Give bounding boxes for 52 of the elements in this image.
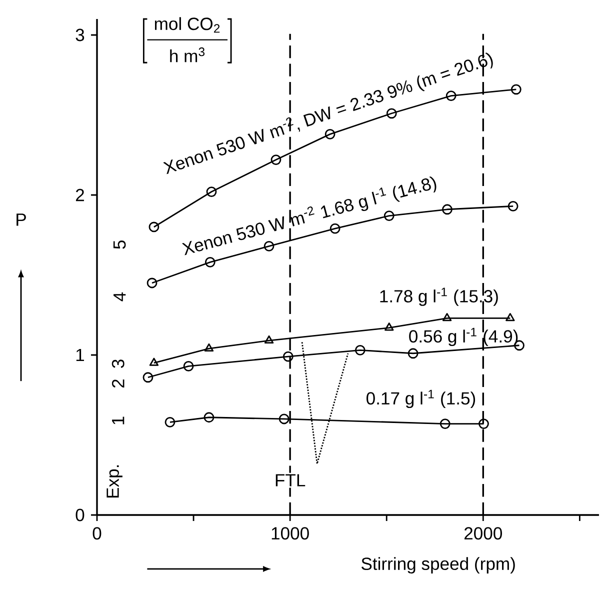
annotation: 5 xyxy=(113,240,126,249)
annotation: 3 xyxy=(112,360,124,368)
point xyxy=(183,360,194,372)
annotation: h m$^{3}$ xyxy=(170,47,205,62)
point xyxy=(446,90,456,101)
point xyxy=(384,322,394,331)
point xyxy=(442,312,452,322)
x-tick-label: 2000 xyxy=(464,527,502,540)
point xyxy=(278,414,290,424)
x-axis-title: Stirring speed (rpm) xyxy=(362,557,515,574)
point xyxy=(324,128,336,140)
y-tick-label: 3 xyxy=(76,28,84,42)
annotation: 2 xyxy=(112,380,124,388)
x-tick-label: 1000 xyxy=(272,527,309,540)
point xyxy=(146,278,158,288)
point xyxy=(264,335,274,344)
annotation: 1 xyxy=(112,416,124,424)
point xyxy=(164,416,176,428)
y-tick-label: 2 xyxy=(76,188,84,202)
point xyxy=(142,372,154,383)
point xyxy=(506,312,515,322)
annotation: 4 xyxy=(114,292,126,302)
point xyxy=(510,84,522,95)
point xyxy=(354,344,366,356)
point xyxy=(206,186,217,197)
series-label: 0.56 g l$^{-1}$ (4.9) xyxy=(409,328,518,346)
point xyxy=(264,240,274,252)
text: Xenon 530 W m$^{-2}$ 1.68 g l$^{-1}$ (14.8) xyxy=(182,176,436,256)
annotation: Exp. xyxy=(106,465,122,498)
x-tick-label: 0 xyxy=(92,527,102,540)
point xyxy=(442,204,452,215)
point xyxy=(440,418,450,429)
point xyxy=(330,223,340,234)
y-axis-title: P xyxy=(16,214,26,226)
point xyxy=(508,200,518,212)
y-tick-label: 0 xyxy=(76,508,84,522)
annotation: mol CO$_{2}$ xyxy=(154,17,220,33)
point xyxy=(386,108,397,119)
point xyxy=(148,222,160,232)
point xyxy=(478,418,489,429)
point xyxy=(204,256,216,268)
point xyxy=(282,351,294,362)
point xyxy=(204,412,214,423)
point xyxy=(408,348,418,359)
point xyxy=(270,154,282,165)
y-tick-label: 1 xyxy=(76,348,84,362)
point xyxy=(149,358,159,366)
ref-line-label: FTL xyxy=(276,474,306,486)
series-label: 1.78 g l$^{-1}$ (15.3) xyxy=(380,288,498,306)
point xyxy=(384,210,394,221)
point xyxy=(204,343,214,352)
series-label: 0.17 g l$^{-1}$ (1.5) xyxy=(366,390,476,408)
